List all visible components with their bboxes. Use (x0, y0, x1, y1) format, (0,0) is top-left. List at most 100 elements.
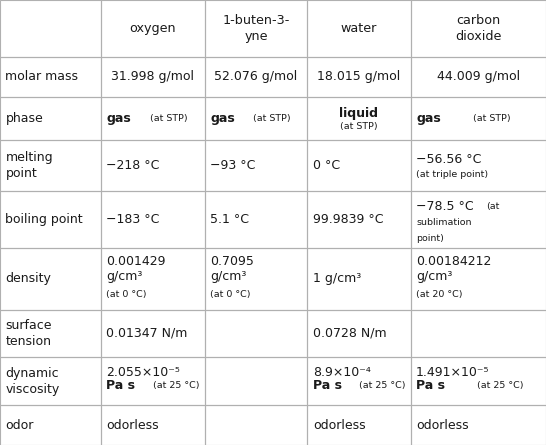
Text: 2.055×10⁻⁵: 2.055×10⁻⁵ (106, 366, 180, 379)
Text: phase: phase (5, 112, 43, 125)
Bar (411, 405, 546, 445)
Text: 31.998 g/mol: 31.998 g/mol (111, 70, 194, 83)
Bar (0, 140, 101, 191)
Bar (0, 97, 101, 140)
Bar (0, 0, 101, 57)
Text: Pa s: Pa s (313, 379, 342, 392)
Text: 1-buten-3-
yne: 1-buten-3- yne (222, 14, 290, 43)
Text: carbon
dioxide: carbon dioxide (455, 14, 501, 43)
Text: 1.491×10⁻⁵: 1.491×10⁻⁵ (416, 366, 490, 379)
Text: (at STP): (at STP) (340, 121, 378, 131)
Text: odorless: odorless (106, 419, 159, 432)
Text: −218 °C: −218 °C (106, 159, 160, 172)
Text: surface
tension: surface tension (5, 319, 52, 348)
Text: Pa s: Pa s (416, 379, 445, 392)
Text: (at 0 °C): (at 0 °C) (106, 290, 147, 299)
Text: (at 20 °C): (at 20 °C) (416, 290, 462, 299)
Text: −78.5 °C: −78.5 °C (416, 200, 474, 213)
Text: odor: odor (5, 419, 34, 432)
Text: dynamic
viscosity: dynamic viscosity (5, 367, 60, 396)
Text: Pa s: Pa s (106, 379, 135, 392)
Bar (307, 191, 411, 248)
Bar (101, 0, 205, 57)
Text: 0.7095
g/cm³: 0.7095 g/cm³ (210, 255, 254, 283)
Text: (at triple point): (at triple point) (416, 170, 488, 179)
Bar (307, 248, 411, 310)
Bar (411, 248, 546, 310)
Text: 52.076 g/mol: 52.076 g/mol (215, 70, 298, 83)
Bar (411, 310, 546, 357)
Text: (at STP): (at STP) (253, 114, 291, 123)
Bar (101, 357, 205, 405)
Bar (307, 97, 411, 140)
Bar (205, 248, 307, 310)
Text: 0.01347 N/m: 0.01347 N/m (106, 327, 188, 340)
Text: (at STP): (at STP) (473, 114, 511, 123)
Bar (0, 191, 101, 248)
Text: sublimation: sublimation (416, 218, 472, 227)
Text: −183 °C: −183 °C (106, 213, 160, 226)
Text: 99.9839 °C: 99.9839 °C (313, 213, 383, 226)
Text: molar mass: molar mass (5, 70, 79, 83)
Text: density: density (5, 272, 51, 285)
Bar (205, 357, 307, 405)
Bar (307, 140, 411, 191)
Text: odorless: odorless (416, 419, 468, 432)
Bar (307, 357, 411, 405)
Text: −93 °C: −93 °C (210, 159, 256, 172)
Bar (411, 97, 546, 140)
Bar (411, 191, 546, 248)
Bar (205, 57, 307, 97)
Text: gas: gas (210, 112, 235, 125)
Text: gas: gas (416, 112, 441, 125)
Text: boiling point: boiling point (5, 213, 83, 226)
Bar (205, 191, 307, 248)
Bar (205, 97, 307, 140)
Text: odorless: odorless (313, 419, 365, 432)
Bar (411, 0, 546, 57)
Bar (101, 248, 205, 310)
Text: water: water (341, 22, 377, 35)
Bar (0, 310, 101, 357)
Text: 1 g/cm³: 1 g/cm³ (313, 272, 361, 285)
Bar (307, 0, 411, 57)
Text: (at 25 °C): (at 25 °C) (477, 380, 524, 389)
Text: melting
point: melting point (5, 151, 53, 180)
Text: gas: gas (106, 112, 131, 125)
Text: 44.009 g/mol: 44.009 g/mol (437, 70, 520, 83)
Bar (205, 0, 307, 57)
Text: −56.56 °C: −56.56 °C (416, 153, 482, 166)
Text: 5.1 °C: 5.1 °C (210, 213, 249, 226)
Bar (205, 405, 307, 445)
Text: 0 °C: 0 °C (313, 159, 340, 172)
Bar (101, 97, 205, 140)
Bar (411, 357, 546, 405)
Bar (0, 357, 101, 405)
Bar (411, 57, 546, 97)
Bar (101, 191, 205, 248)
Text: (at 25 °C): (at 25 °C) (153, 380, 200, 389)
Bar (0, 57, 101, 97)
Bar (101, 57, 205, 97)
Text: liquid: liquid (340, 107, 378, 120)
Text: oxygen: oxygen (129, 22, 176, 35)
Text: 18.015 g/mol: 18.015 g/mol (317, 70, 401, 83)
Bar (0, 248, 101, 310)
Bar (307, 405, 411, 445)
Bar (101, 405, 205, 445)
Bar (205, 310, 307, 357)
Text: 0.0728 N/m: 0.0728 N/m (313, 327, 387, 340)
Bar (0, 405, 101, 445)
Bar (307, 310, 411, 357)
Bar (307, 57, 411, 97)
Bar (101, 140, 205, 191)
Text: (at 25 °C): (at 25 °C) (359, 380, 406, 389)
Bar (205, 140, 307, 191)
Text: 0.001429
g/cm³: 0.001429 g/cm³ (106, 255, 166, 283)
Text: (at: (at (486, 202, 500, 211)
Text: (at STP): (at STP) (150, 114, 188, 123)
Text: point): point) (416, 234, 444, 243)
Bar (101, 310, 205, 357)
Text: (at 0 °C): (at 0 °C) (210, 290, 251, 299)
Text: 0.00184212
g/cm³: 0.00184212 g/cm³ (416, 255, 491, 283)
